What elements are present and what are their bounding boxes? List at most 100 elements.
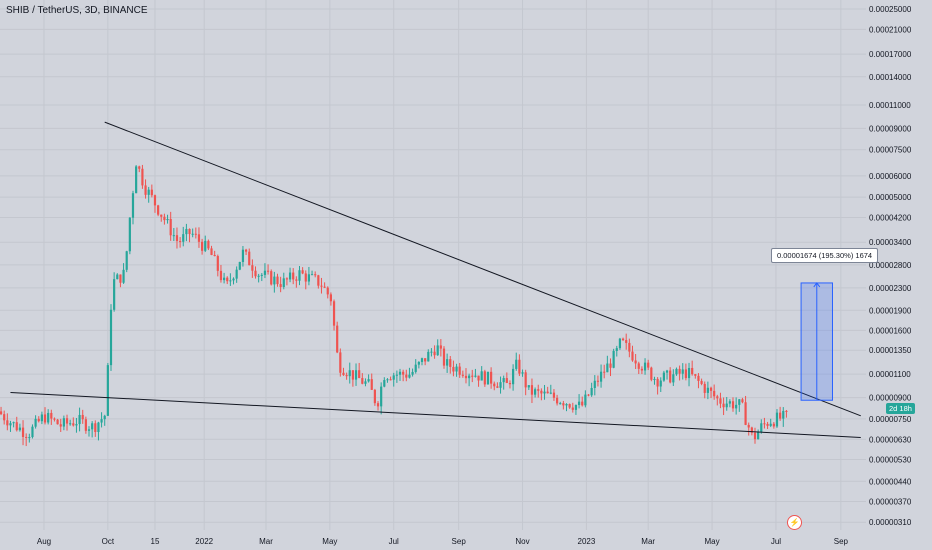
candle [34,415,37,429]
candle-body [606,363,609,373]
price-tick-label: 0.00006000 [869,172,912,181]
candle [28,433,31,443]
candle [276,273,279,287]
candle [392,372,395,387]
candle [665,369,669,380]
candle-body [596,380,600,382]
candle [47,409,50,425]
candle-body [260,274,263,276]
candle-body [244,249,248,252]
measure-arrowhead [813,282,821,288]
candle-body [411,371,414,375]
candle-body [163,216,166,221]
candle-body [351,370,354,380]
candle [342,367,345,376]
chart-title: SHIB / TetherUS, 3D, BINANCE [6,5,148,16]
candle-body [298,270,301,281]
candle-body [84,419,87,431]
candle-body [502,378,505,383]
candle-body [12,422,15,424]
candle-body [295,279,298,281]
candle-body [91,423,94,430]
candle [398,368,402,381]
candle [166,214,169,224]
candle-body [144,185,147,195]
candle-body [621,338,625,341]
candle-body [455,366,458,372]
time-axis[interactable]: Aug Oct 15 2022 Mar May Jul Sep Nov 2023 Mar May Jul… [37,537,849,546]
candle [719,392,722,409]
candle-body [361,378,364,384]
candle [760,419,763,434]
candle [540,388,543,401]
candle [587,394,590,397]
candle-body [6,420,9,426]
measure-tool[interactable] [800,282,833,401]
candle [266,264,270,275]
candle [263,263,267,279]
candle-body [518,359,521,374]
candle-body [533,389,537,395]
candle [681,363,684,380]
grid [0,0,866,530]
candle-body [270,271,273,285]
candle [138,165,141,173]
candle [361,373,364,385]
candle-body [587,394,590,396]
price-tick-label: 0.00011000 [869,101,911,110]
time-tick-label: Jul [771,537,781,546]
candle [131,190,135,225]
candle [370,373,373,391]
candle-body [389,379,392,381]
candle [254,266,257,279]
trendlines[interactable] [10,121,861,438]
candle-body [722,403,725,408]
candle [232,277,235,285]
candle [402,369,405,382]
candle-body [750,427,753,433]
candle [496,382,499,389]
candle [75,417,78,433]
candle-body [395,374,398,376]
candle [628,338,631,358]
candle [116,273,119,280]
candle [436,339,439,356]
candle-body [562,403,565,406]
candle-body [581,401,584,406]
candle-body [339,352,342,373]
candle [15,416,18,432]
candle [571,402,574,413]
candle [244,248,248,256]
candle [512,364,515,391]
candle-body [131,193,135,218]
candle [40,411,43,425]
candle-body [505,378,508,383]
candle-body [53,418,56,420]
candle-body [753,432,757,440]
candle-body [669,370,672,383]
candle [84,416,87,434]
candle-body [662,372,665,381]
price-tick-label: 0.00004200 [869,214,912,223]
candle-body [480,371,483,381]
candle-body [116,274,119,280]
candle [687,362,691,387]
candles[interactable] [0,164,788,447]
price-axis[interactable]: 0.00025000 0.00021000 0.00017000 0.00014000… [866,0,932,550]
candle [458,362,461,378]
candle [515,352,518,371]
price-tick-label: 0.00021000 [869,25,912,34]
candle-body [194,233,197,235]
candle [716,394,719,406]
candle [6,413,9,431]
trendline [104,121,861,417]
candle [163,213,166,225]
lightning-icon[interactable]: ⚡ [787,515,802,530]
candle [326,286,329,299]
candle-body [332,301,336,326]
time-tick-label: Mar [259,537,273,546]
candle-body [565,404,568,406]
candle [298,265,301,286]
candle-body [775,412,779,427]
